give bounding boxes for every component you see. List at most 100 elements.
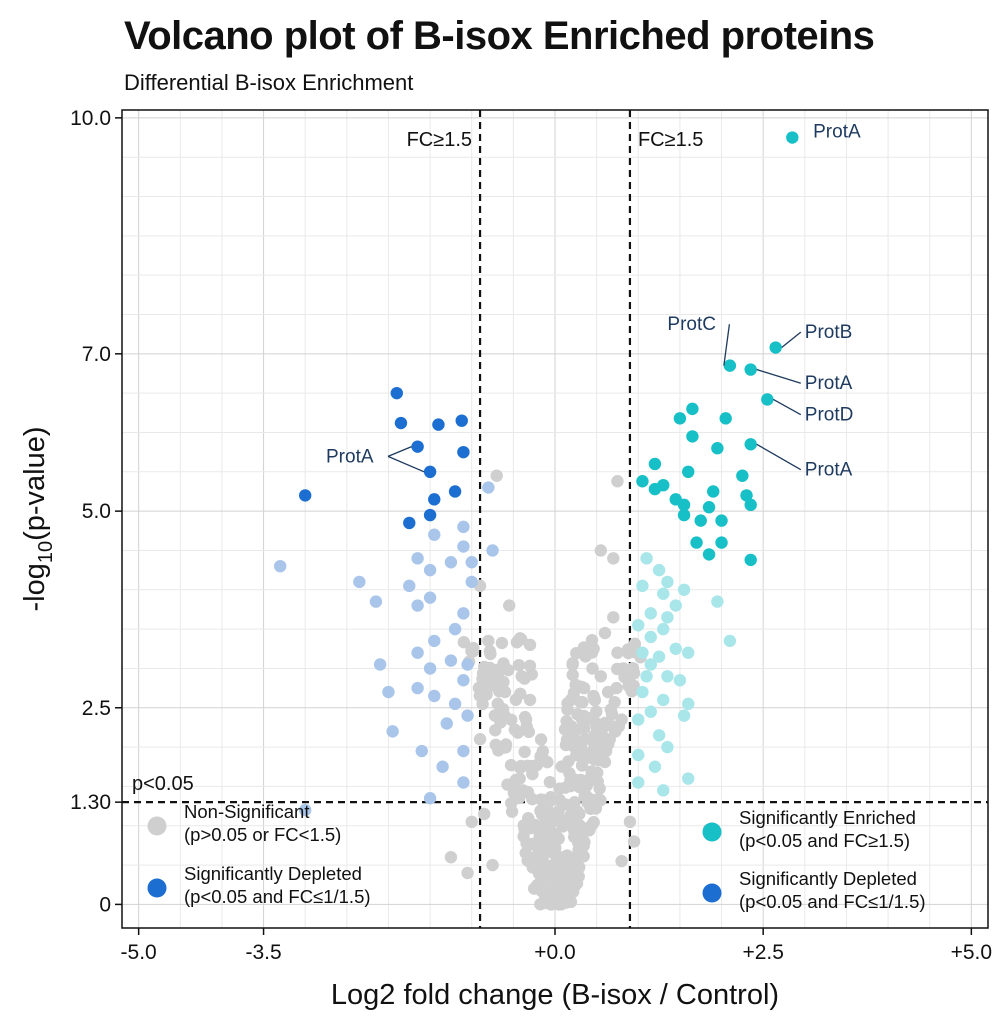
y-axis-title: -log10(p-value) xyxy=(19,426,57,611)
point-nonsig xyxy=(611,475,624,488)
point-depleted-light xyxy=(428,528,441,541)
legend-marker xyxy=(147,816,167,836)
point-enriched-light xyxy=(657,622,670,636)
point-depleted-light xyxy=(486,544,499,557)
point-enriched-light xyxy=(657,693,670,707)
legend-marker xyxy=(147,878,167,898)
point-nonsig-cloud xyxy=(598,755,612,769)
point-enriched xyxy=(677,498,691,512)
point-enriched-light xyxy=(677,583,691,596)
point-nonsig xyxy=(598,626,612,640)
point-nonsig xyxy=(490,469,503,482)
point-depleted xyxy=(411,440,424,453)
point-nonsig-cloud xyxy=(490,663,503,677)
point-depleted xyxy=(423,508,437,522)
point-enriched-light xyxy=(640,552,653,565)
point-depleted-light xyxy=(373,658,387,671)
point-nonsig-cloud xyxy=(509,693,523,706)
point-nonsig-cloud xyxy=(578,835,591,849)
point-enriched-light xyxy=(640,670,653,683)
point-nonsig-cloud xyxy=(549,841,562,855)
point-nonsig-cloud xyxy=(543,775,557,789)
point-nonsig-cloud xyxy=(495,636,509,650)
point-nonsig-cloud xyxy=(526,792,539,806)
point-nonsig xyxy=(482,634,495,648)
point-depleted-light xyxy=(423,662,437,675)
point-nonsig-cloud xyxy=(558,723,572,736)
point-nonsig xyxy=(527,882,541,895)
point-nonsig-cloud xyxy=(504,758,518,772)
point-nonsig xyxy=(557,851,570,864)
legend-entry-desc: (p<0.05 and FC≥1.5) xyxy=(739,830,910,851)
legend-entry-desc: (p>0.05 or FC<1.5) xyxy=(184,824,341,845)
data-points xyxy=(274,131,799,911)
protein-labels: ProtA ProtB ProtC ProtA ProtD ProtA ProtA xyxy=(326,122,861,481)
point-nonsig-cloud xyxy=(483,645,497,658)
point-depleted xyxy=(457,445,470,459)
point-enriched-light xyxy=(632,776,645,789)
x-tick-label: +2.5 xyxy=(742,941,783,964)
point-enriched-light xyxy=(652,729,666,742)
point-depleted-light xyxy=(411,599,424,612)
x-axis-title: Log2 fold change (B-isox / Control) xyxy=(331,979,779,1011)
point-nonsig-cloud xyxy=(605,719,619,733)
point-enriched xyxy=(740,489,753,502)
point-enriched-light xyxy=(661,575,674,589)
point-nonsig-cloud xyxy=(473,689,487,702)
point-nonsig xyxy=(615,713,628,726)
point-nonsig xyxy=(627,835,641,848)
point-enriched-light xyxy=(682,697,695,711)
point-nonsig-cloud xyxy=(593,782,606,795)
y-axis-title-prefix: -log xyxy=(19,563,51,611)
point-nonsig-cloud xyxy=(578,789,591,803)
point-enriched xyxy=(648,482,662,496)
point-nonsig xyxy=(473,733,487,746)
point-nonsig-cloud xyxy=(489,724,502,737)
point-nonsig-cloud xyxy=(535,832,548,845)
point-depleted-light xyxy=(423,563,437,577)
point-nonsig-cloud xyxy=(566,657,579,670)
point-nonsig xyxy=(577,681,591,695)
point-enriched-light xyxy=(636,579,649,593)
point-enriched xyxy=(686,402,699,416)
point-nonsig-cloud xyxy=(525,821,538,835)
point-depleted-light xyxy=(411,646,424,659)
y-tick-label: 0 xyxy=(99,893,111,916)
point-depleted-light xyxy=(353,575,366,589)
label-leader xyxy=(723,324,731,366)
legend-entry-name: Significantly Enriched xyxy=(739,807,916,828)
label-leader xyxy=(387,446,412,457)
point-nonsig-cloud xyxy=(520,720,533,733)
y-tick-label: 5.0 xyxy=(82,500,111,523)
point-nonsig-cloud xyxy=(556,820,569,833)
point-depleted-light xyxy=(457,674,470,687)
point-depleted-light xyxy=(403,579,416,593)
point-depleted xyxy=(428,493,441,506)
point-depleted-light xyxy=(298,803,312,817)
point-nonsig-cloud xyxy=(512,658,526,672)
point-enriched-light xyxy=(632,748,645,762)
point-enriched-light xyxy=(644,705,657,718)
point-enriched xyxy=(648,457,662,471)
point-depleted-light xyxy=(457,607,470,620)
p-threshold-label: p<0.05 xyxy=(132,773,194,795)
point-nonsig-cloud xyxy=(511,726,525,739)
point-depleted-light xyxy=(482,481,495,494)
point-nonsig xyxy=(594,670,607,683)
legend-marker xyxy=(702,883,722,903)
point-nonsig-cloud xyxy=(524,759,538,773)
point-nonsig xyxy=(498,685,512,699)
point-enriched xyxy=(694,514,707,527)
y-tick-label: 7.0 xyxy=(82,343,111,366)
point-depleted-light xyxy=(448,622,462,636)
point-enriched xyxy=(702,548,716,561)
point-nonsig-cloud xyxy=(489,738,502,751)
point-nonsig-cloud xyxy=(577,641,591,654)
y-tick-label: 10.0 xyxy=(70,107,111,130)
point-depleted-light xyxy=(457,520,470,534)
point-enriched-light xyxy=(677,709,691,722)
point-enriched-light xyxy=(632,618,645,632)
point-nonsig xyxy=(594,544,607,557)
point-enriched-light xyxy=(673,674,687,687)
point-enriched-light xyxy=(657,784,670,797)
